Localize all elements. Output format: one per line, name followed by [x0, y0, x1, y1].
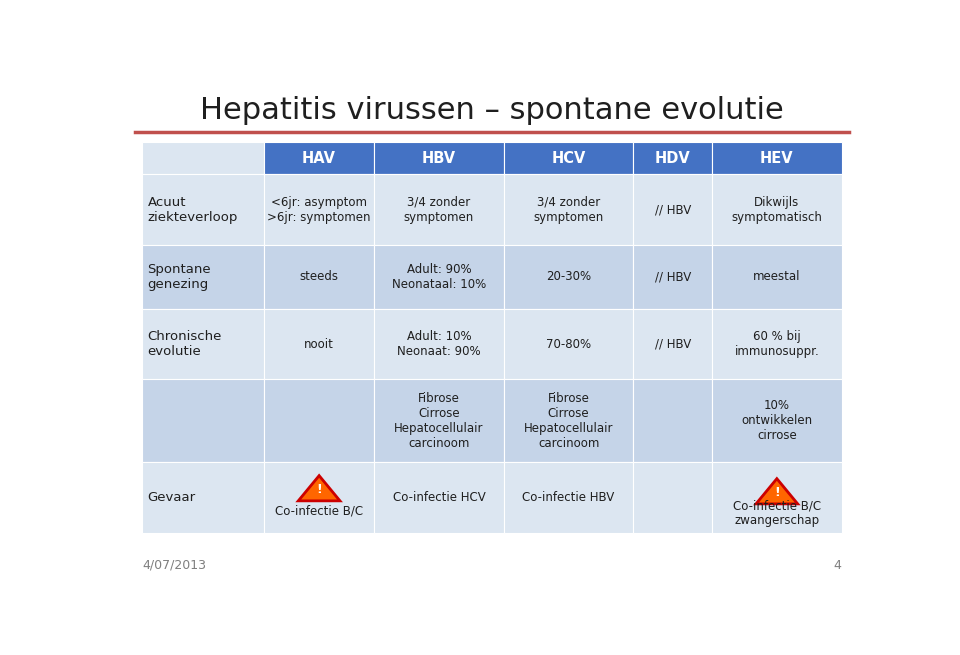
Bar [142, 462, 264, 533]
Text: HCV: HCV [551, 151, 586, 166]
Text: Spontane
genezing: Spontane genezing [148, 263, 211, 291]
Text: 3/4 zonder
symptomen: 3/4 zonder symptomen [534, 196, 604, 223]
Bar [142, 174, 264, 245]
Bar [264, 309, 374, 379]
Text: <6jr: asymptom
>6jr: symptomen: <6jr: asymptom >6jr: symptomen [268, 196, 371, 223]
Bar [712, 174, 842, 245]
Text: 3/4 zonder
symptomen: 3/4 zonder symptomen [404, 196, 474, 223]
Bar [712, 245, 842, 309]
Bar [264, 462, 374, 533]
Text: steeds: steeds [300, 271, 339, 284]
Bar [712, 141, 842, 174]
Text: Co-infectie HCV: Co-infectie HCV [393, 491, 486, 504]
Text: Adult: 10%
Neonaat: 90%: Adult: 10% Neonaat: 90% [397, 330, 481, 358]
Bar [504, 245, 634, 309]
Bar [634, 245, 712, 309]
Bar [264, 379, 374, 462]
Bar [504, 174, 634, 245]
Bar [634, 174, 712, 245]
Bar [374, 379, 504, 462]
Text: // HBV: // HBV [655, 271, 691, 284]
Bar [504, 379, 634, 462]
Text: HBV: HBV [421, 151, 456, 166]
Bar [712, 379, 842, 462]
Text: Co-infectie B/C
zwangerschap: Co-infectie B/C zwangerschap [732, 500, 821, 527]
Bar [374, 141, 504, 174]
Text: nooit: nooit [304, 338, 334, 351]
Bar [504, 141, 634, 174]
Bar [374, 462, 504, 533]
Text: Co-infectie HBV: Co-infectie HBV [522, 491, 614, 504]
Text: Gevaar: Gevaar [148, 491, 196, 504]
Text: HAV: HAV [302, 151, 336, 166]
Text: 70-80%: 70-80% [546, 338, 591, 351]
Text: 20-30%: 20-30% [546, 271, 591, 284]
Bar [504, 309, 634, 379]
Bar [634, 462, 712, 533]
Bar [142, 245, 264, 309]
Bar [264, 141, 374, 174]
Text: 60 % bij
immunosuppr.: 60 % bij immunosuppr. [734, 330, 819, 358]
Text: // HBV: // HBV [655, 338, 691, 351]
Bar [264, 174, 374, 245]
Bar [142, 141, 264, 174]
Polygon shape [756, 479, 798, 504]
Text: Fibrose
Cirrose
Hepatocellulair
carcinoom: Fibrose Cirrose Hepatocellulair carcinoo… [395, 392, 484, 450]
Bar [374, 245, 504, 309]
Text: !: ! [316, 483, 322, 496]
Text: Chronische
evolutie: Chronische evolutie [148, 330, 222, 358]
Text: meestal: meestal [753, 271, 801, 284]
Text: 4/07/2013: 4/07/2013 [142, 559, 206, 572]
Bar [634, 309, 712, 379]
Bar [142, 379, 264, 462]
Bar [504, 462, 634, 533]
Bar [374, 309, 504, 379]
Text: 10%
ontwikkelen
cirrose: 10% ontwikkelen cirrose [741, 400, 812, 442]
Bar [634, 141, 712, 174]
Polygon shape [299, 476, 340, 501]
Text: !: ! [774, 486, 780, 499]
Text: Acuut
ziekteverloop: Acuut ziekteverloop [148, 196, 238, 223]
Bar [634, 379, 712, 462]
Text: HDV: HDV [655, 151, 690, 166]
Text: Co-infectie B/C: Co-infectie B/C [276, 505, 363, 518]
Text: Dikwijls
symptomatisch: Dikwijls symptomatisch [732, 196, 823, 223]
Bar [712, 309, 842, 379]
Text: HEV: HEV [760, 151, 794, 166]
Bar [712, 462, 842, 533]
Text: Hepatitis virussen – spontane evolutie: Hepatitis virussen – spontane evolutie [200, 96, 784, 125]
Bar [142, 309, 264, 379]
Text: Adult: 90%
Neonataal: 10%: Adult: 90% Neonataal: 10% [392, 263, 486, 291]
Bar [264, 245, 374, 309]
Bar [374, 174, 504, 245]
Text: 4: 4 [834, 559, 842, 572]
Text: Fibrose
Cirrose
Hepatocellulair
carcinoom: Fibrose Cirrose Hepatocellulair carcinoo… [524, 392, 613, 450]
Text: // HBV: // HBV [655, 203, 691, 216]
